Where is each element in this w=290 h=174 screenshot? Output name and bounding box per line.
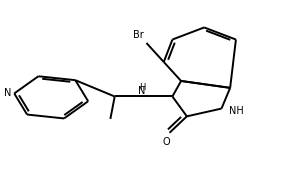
Text: NH: NH	[229, 106, 243, 116]
Text: H: H	[139, 82, 145, 92]
Text: Br: Br	[133, 30, 144, 39]
Text: N: N	[138, 86, 146, 96]
Text: N: N	[4, 88, 11, 98]
Text: O: O	[163, 137, 171, 147]
